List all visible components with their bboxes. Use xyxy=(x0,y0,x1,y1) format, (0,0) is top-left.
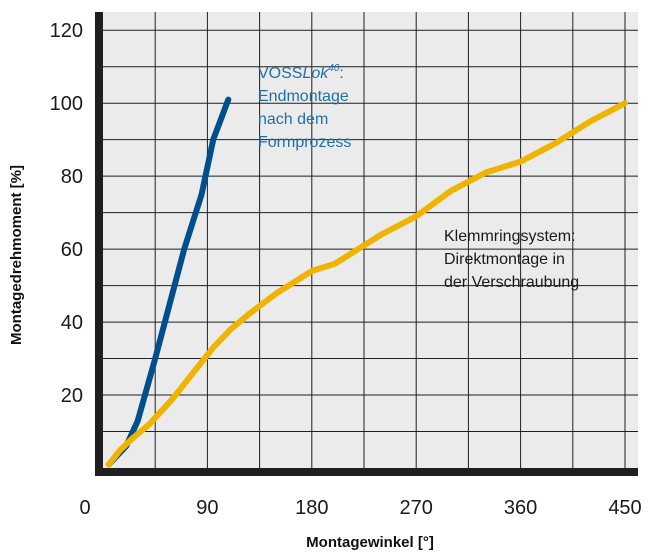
x-axis-label: Montagewinkel [°] xyxy=(306,534,434,551)
voss-annotation-line: Endmontage xyxy=(258,88,349,105)
axes xyxy=(95,12,638,476)
voss-annotation-line: VOSSLok40: xyxy=(258,63,348,82)
y-tick-label: 100 xyxy=(50,93,83,115)
klemmring-annotation-line: Direktmontage in xyxy=(444,251,565,268)
klemmring-annotation: Klemmringsystem: Direktmontage in der Ve… xyxy=(444,228,580,291)
y-tick-label: 40 xyxy=(61,312,83,334)
y-axis-line xyxy=(95,12,103,476)
tick-labels: 0 90 180 270 360 450 20 40 60 80 100 120 xyxy=(50,20,642,519)
x-tick-label: 0 xyxy=(79,497,90,519)
series-line-klemmring xyxy=(105,100,628,468)
y-tick-label: 120 xyxy=(50,20,83,42)
voss-annotation-line: Formprozess xyxy=(258,134,351,151)
voss-annotation: VOSSLok40: Endmontage nach dem Formproze… xyxy=(258,63,353,151)
x-tick-label: 360 xyxy=(504,497,537,519)
grid-lines xyxy=(103,12,638,468)
x-tick-label: 180 xyxy=(295,497,328,519)
x-axis-line xyxy=(95,468,638,476)
voss-superscript: 40 xyxy=(328,63,340,74)
y-tick-label: 80 xyxy=(61,166,83,188)
series-group xyxy=(105,96,628,468)
x-tick-label: 450 xyxy=(608,497,641,519)
y-axis-label: Montagedrehmoment [%] xyxy=(8,165,25,345)
voss-annotation-line: nach dem xyxy=(258,111,328,128)
voss-suffix: : xyxy=(339,65,343,82)
x-tick-label: 90 xyxy=(196,497,218,519)
klemmring-annotation-line: Klemmringsystem: xyxy=(444,228,576,245)
voss-lok: Lok xyxy=(302,65,329,82)
voss-prefix: VOSS xyxy=(258,65,302,82)
y-tick-label: 60 xyxy=(61,239,83,261)
klemmring-annotation-line: der Verschraubung xyxy=(444,274,579,291)
x-tick-label: 270 xyxy=(400,497,433,519)
y-tick-label: 20 xyxy=(61,385,83,407)
